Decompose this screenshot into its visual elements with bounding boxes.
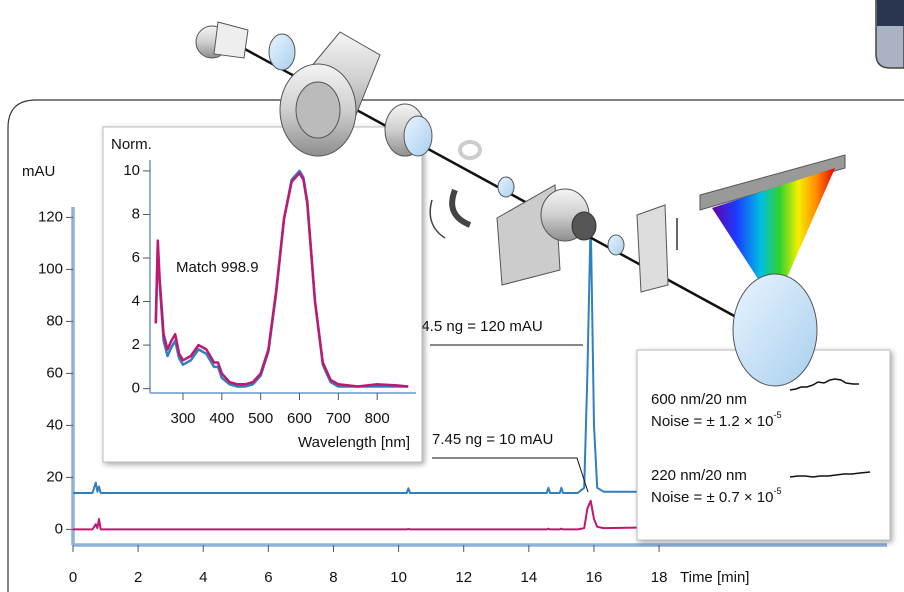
noise-exponent: -5 <box>773 410 781 420</box>
y-tick-label: 10 <box>123 162 140 179</box>
filter-wheel <box>449 188 472 228</box>
noise-label: Noise = ± 1.2 × 10-5 <box>651 410 782 430</box>
annotation-leader <box>432 457 589 493</box>
x-tick-label: 800 <box>365 410 390 427</box>
x-tick-label: 4 <box>199 569 207 586</box>
panel-border <box>7 99 904 592</box>
x-tick-label: 300 <box>170 410 195 427</box>
x-tick-label: 8 <box>329 569 337 586</box>
x-tick-label: 0 <box>69 569 77 586</box>
y-tick-label: 60 <box>46 364 63 381</box>
noise-text: Noise = ± 0.7 × 10 <box>651 489 773 506</box>
x-tick-label: 6 <box>264 569 272 586</box>
filter-label: 220 nm/20 nm <box>651 467 747 484</box>
y-tick-label: 100 <box>38 260 63 277</box>
x-tick-label: 12 <box>455 569 472 586</box>
grating <box>732 273 818 387</box>
noise-text: Noise = ± 1.2 × 10 <box>651 413 773 430</box>
x-tick-label: 600 <box>287 410 312 427</box>
x-tick-label: 500 <box>248 410 273 427</box>
lens <box>497 176 515 198</box>
cell-window <box>295 81 341 139</box>
noise-exponent: -5 <box>773 486 781 496</box>
x-axis-label: Time [min] <box>680 569 749 586</box>
lens <box>268 33 296 71</box>
y-tick-label: 80 <box>46 312 63 329</box>
x-tick-label: 10 <box>390 569 407 586</box>
y-axis-label: Norm. <box>111 136 152 153</box>
noise-trace <box>789 471 871 478</box>
x-tick-label: 400 <box>209 410 234 427</box>
series-line <box>73 216 887 494</box>
series-line <box>73 499 888 531</box>
lamp <box>213 21 249 59</box>
noise-trace <box>789 378 859 391</box>
x-tick-label: 2 <box>134 569 142 586</box>
x-axis-label: Wavelength [nm] <box>298 434 410 451</box>
y-tick-label: 120 <box>38 208 63 225</box>
lens <box>403 115 433 157</box>
x-tick-label: 14 <box>520 569 537 586</box>
flow-cell-window <box>571 211 597 241</box>
y-tick-label: 0 <box>132 380 140 397</box>
rotate-arrow <box>429 199 446 239</box>
lens <box>607 234 625 256</box>
filter-label: 600 nm/20 nm <box>651 391 747 408</box>
annotation: 7.45 ng = 10 mAU <box>432 431 553 448</box>
y-tick-label: 6 <box>132 249 140 266</box>
x-tick-label: 18 <box>651 569 668 586</box>
x-tick-label: 700 <box>326 410 351 427</box>
annotation: 74.5 ng = 120 mAU <box>413 318 543 335</box>
slit <box>636 204 669 293</box>
y-tick-label: 2 <box>132 336 140 353</box>
diode-array <box>699 154 846 211</box>
spectrum-inset: 0 2 4 6 8 10 300 400 500 600 700 800 Norm. Wavelength… <box>102 126 423 463</box>
y-tick-label: 20 <box>46 468 63 485</box>
device-corner-top <box>877 0 904 26</box>
noise-label: Noise = ± 0.7 × 10-5 <box>651 486 782 506</box>
x-tick-label: 16 <box>586 569 603 586</box>
optical-diagram <box>195 21 846 387</box>
annotation: Match 998.9 <box>176 259 259 276</box>
y-tick-label: 8 <box>132 205 140 222</box>
series-line <box>154 171 409 388</box>
y-axis-label: mAU <box>22 163 55 180</box>
y-tick-label: 40 <box>46 416 63 433</box>
fiber-loop <box>458 140 482 160</box>
spectrum-fan <box>712 168 835 305</box>
y-tick-label: 0 <box>55 520 63 537</box>
y-tick-label: 4 <box>132 293 140 310</box>
